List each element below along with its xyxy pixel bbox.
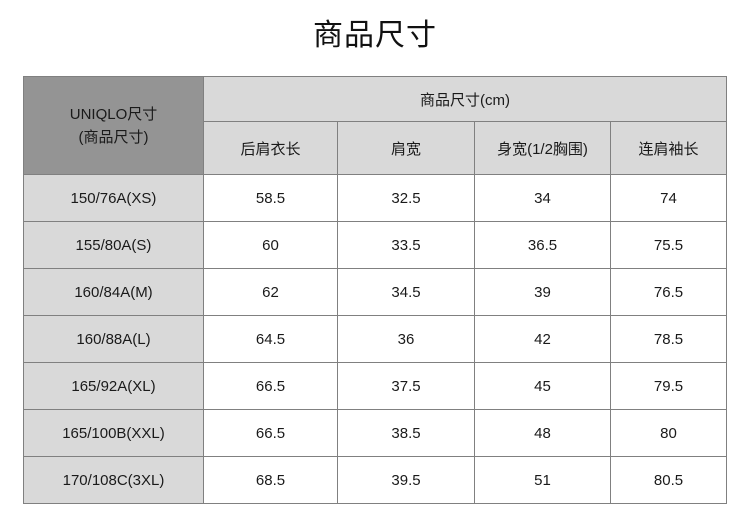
cell-back-length: 66.5 [203, 362, 338, 410]
cell-size-label: 165/100B(XXL) [23, 409, 204, 457]
table-body: 150/76A(XS) 58.5 32.5 34 74 155/80A(S) 6… [23, 174, 727, 504]
cell-shoulder-width: 34.5 [337, 268, 475, 316]
cell-shoulder-width: 36 [337, 315, 475, 363]
table-row: 160/84A(M) 62 34.5 39 76.5 [23, 268, 727, 316]
table-header: UNIQLO尺寸 (商品尺寸) 商品尺寸(cm) 后肩衣长 肩宽 身宽(1/2胸… [23, 76, 727, 175]
cell-sleeve-length: 75.5 [610, 221, 727, 269]
cell-sleeve-length: 79.5 [610, 362, 727, 410]
header-row-columns: 后肩衣长 肩宽 身宽(1/2胸围) 连肩袖长 [24, 121, 727, 175]
cell-body-width: 42 [474, 315, 611, 363]
header-size-label-line1: UNIQLO尺寸 [69, 105, 158, 123]
cell-back-length: 66.5 [203, 409, 338, 457]
header-size-label-line2: (商品尺寸) [78, 128, 149, 146]
cell-body-width: 51 [474, 456, 611, 504]
header-cell-size-label: UNIQLO尺寸 (商品尺寸) [23, 76, 204, 175]
cell-back-length: 62 [203, 268, 338, 316]
cell-size-label: 160/84A(M) [23, 268, 204, 316]
table-row: 155/80A(S) 60 33.5 36.5 75.5 [23, 221, 727, 269]
cell-size-label: 160/88A(L) [23, 315, 204, 363]
cell-size-label: 170/108C(3XL) [23, 456, 204, 504]
cell-body-width: 36.5 [474, 221, 611, 269]
cell-sleeve-length: 80.5 [610, 456, 727, 504]
cell-size-label: 165/92A(XL) [23, 362, 204, 410]
cell-shoulder-width: 38.5 [337, 409, 475, 457]
cell-body-width: 45 [474, 362, 611, 410]
cell-body-width: 34 [474, 174, 611, 222]
size-table-container: UNIQLO尺寸 (商品尺寸) 商品尺寸(cm) 后肩衣长 肩宽 身宽(1/2胸… [23, 76, 727, 504]
cell-back-length: 60 [203, 221, 338, 269]
cell-size-label: 150/76A(XS) [23, 174, 204, 222]
header-cell-body-width: 身宽(1/2胸围) [474, 121, 611, 175]
cell-sleeve-length: 76.5 [610, 268, 727, 316]
table-row: 160/88A(L) 64.5 36 42 78.5 [23, 315, 727, 363]
cell-shoulder-width: 37.5 [337, 362, 475, 410]
cell-sleeve-length: 74 [610, 174, 727, 222]
cell-back-length: 68.5 [203, 456, 338, 504]
table-row: 165/92A(XL) 66.5 37.5 45 79.5 [23, 362, 727, 410]
table-row: 170/108C(3XL) 68.5 39.5 51 80.5 [23, 456, 727, 504]
cell-body-width: 48 [474, 409, 611, 457]
header-row-group: UNIQLO尺寸 (商品尺寸) 商品尺寸(cm) [23, 76, 727, 175]
header-cell-sleeve-length: 连肩袖长 [610, 121, 727, 175]
cell-shoulder-width: 33.5 [337, 221, 475, 269]
cell-back-length: 58.5 [203, 174, 338, 222]
header-cell-shoulder-width: 肩宽 [337, 121, 475, 175]
header-cell-back-length: 后肩衣长 [203, 121, 338, 175]
page-title: 商品尺寸 [313, 19, 437, 52]
cell-sleeve-length: 78.5 [610, 315, 727, 363]
table-row: 150/76A(XS) 58.5 32.5 34 74 [23, 174, 727, 222]
cell-shoulder-width: 39.5 [337, 456, 475, 504]
cell-body-width: 39 [474, 268, 611, 316]
cell-sleeve-length: 80 [610, 409, 727, 457]
table-row: 165/100B(XXL) 66.5 38.5 48 80 [23, 409, 727, 457]
product-size-table: UNIQLO尺寸 (商品尺寸) 商品尺寸(cm) 后肩衣长 肩宽 身宽(1/2胸… [23, 76, 727, 504]
cell-size-label: 155/80A(S) [23, 221, 204, 269]
cell-back-length: 64.5 [203, 315, 338, 363]
header-cell-group-label: 商品尺寸(cm) [203, 76, 727, 122]
cell-shoulder-width: 32.5 [337, 174, 475, 222]
